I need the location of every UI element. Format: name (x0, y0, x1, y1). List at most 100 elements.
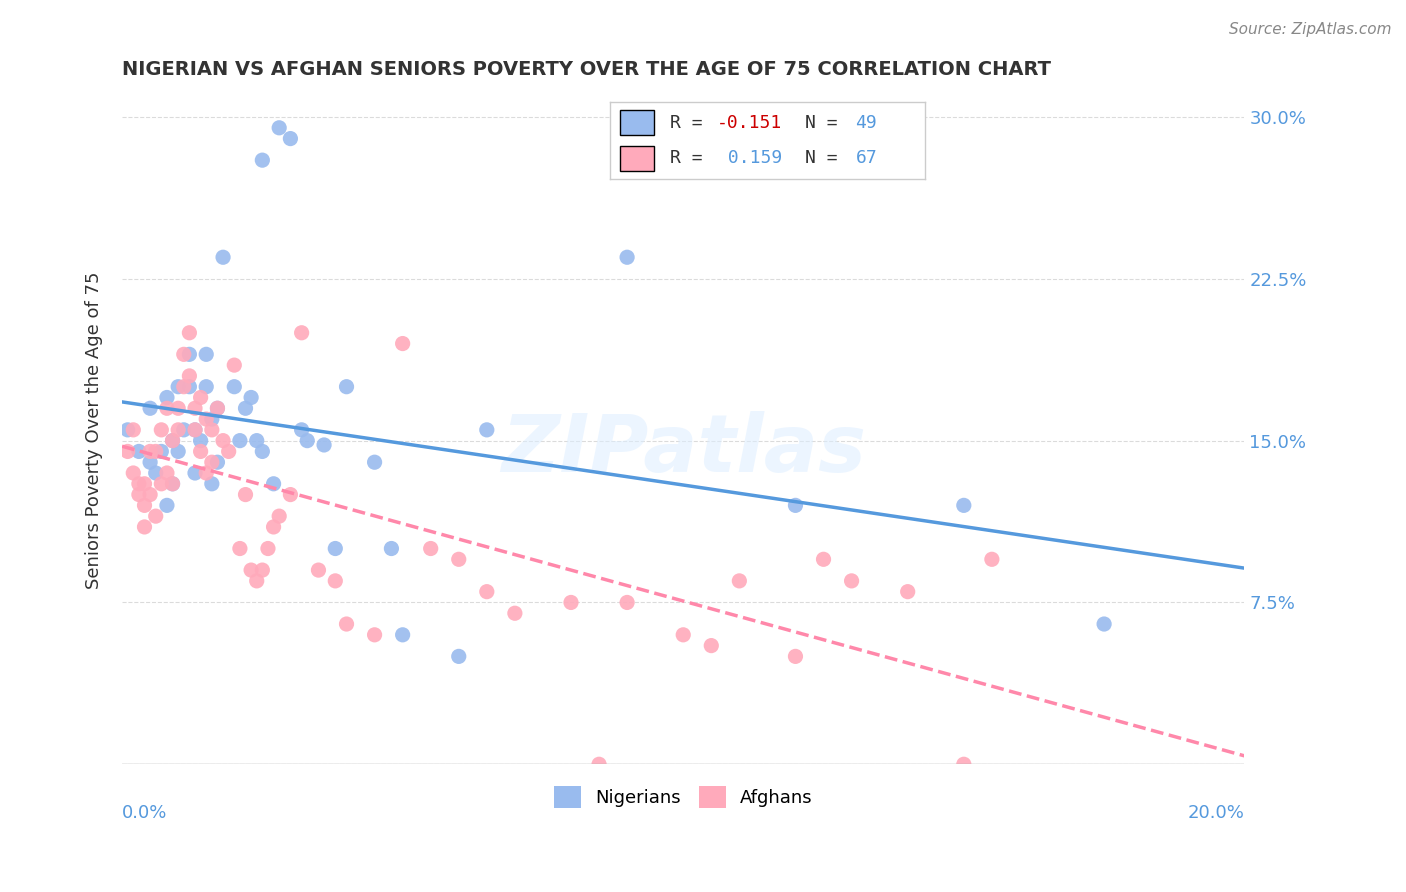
Point (263, 520, 285, 534)
Point (195, 412, 218, 426)
Point (134, 476, 156, 491)
Point (475, 423, 498, 437)
Point (235, 401, 257, 416)
Point (139, 401, 162, 416)
Point (173, 347, 195, 361)
Text: NIGERIAN VS AFGHAN SENIORS POVERTY OVER THE AGE OF 75 CORRELATION CHART: NIGERIAN VS AFGHAN SENIORS POVERTY OVER … (122, 60, 1052, 78)
Point (167, 444, 190, 458)
Point (190, 444, 212, 458)
Point (269, 509, 291, 524)
Point (897, 584, 920, 599)
Point (201, 476, 224, 491)
Point (212, 434, 235, 448)
Point (162, 476, 184, 491)
Point (252, 563, 274, 577)
Point (391, 336, 413, 351)
Point (297, 434, 319, 448)
Point (128, 476, 150, 491)
Point (179, 347, 201, 361)
Point (363, 628, 385, 642)
Text: ZIPatlas: ZIPatlas (501, 411, 866, 489)
Point (1092, 617, 1115, 632)
Point (560, 595, 582, 609)
Point (447, 649, 470, 664)
Point (257, 541, 280, 556)
Point (173, 423, 195, 437)
Point (308, 563, 330, 577)
Point (269, 120, 291, 135)
Point (156, 391, 179, 405)
Point (162, 476, 184, 491)
Point (128, 444, 150, 458)
Point (201, 455, 224, 469)
Point (235, 487, 257, 501)
Point (953, 757, 976, 772)
Point (184, 423, 207, 437)
Point (980, 552, 1002, 566)
Point (150, 476, 173, 491)
Point (380, 541, 402, 556)
Point (145, 509, 167, 524)
Point (201, 412, 224, 426)
Point (207, 455, 229, 469)
Point (167, 423, 190, 437)
Point (156, 466, 179, 480)
Point (263, 476, 285, 491)
Point (212, 250, 235, 264)
Point (280, 487, 302, 501)
Point (134, 520, 156, 534)
Point (616, 595, 638, 609)
Point (503, 606, 526, 620)
Point (122, 423, 145, 437)
Point (252, 444, 274, 458)
Y-axis label: Seniors Poverty Over the Age of 75: Seniors Poverty Over the Age of 75 (86, 271, 103, 589)
Point (184, 466, 207, 480)
Point (672, 628, 695, 642)
Point (139, 487, 162, 501)
Point (195, 380, 218, 394)
Point (728, 574, 751, 588)
Point (291, 423, 314, 437)
Point (145, 444, 167, 458)
Point (335, 380, 357, 394)
Point (139, 455, 162, 469)
Point (173, 380, 195, 394)
Point (145, 466, 167, 480)
Text: 20.0%: 20.0% (1188, 805, 1244, 822)
Point (167, 380, 190, 394)
Point (252, 153, 274, 168)
Point (953, 499, 976, 513)
Point (179, 368, 201, 383)
Point (156, 499, 179, 513)
Point (117, 423, 139, 437)
Point (240, 563, 263, 577)
Point (841, 574, 863, 588)
Point (588, 757, 610, 772)
Point (139, 444, 162, 458)
Point (229, 434, 252, 448)
Point (616, 250, 638, 264)
Point (240, 391, 263, 405)
Point (190, 434, 212, 448)
Point (201, 423, 224, 437)
Point (246, 434, 269, 448)
Point (246, 574, 269, 588)
Point (312, 438, 335, 452)
Point (184, 423, 207, 437)
Point (813, 552, 835, 566)
Point (190, 391, 212, 405)
Point (128, 487, 150, 501)
Point (207, 401, 229, 416)
Point (134, 499, 156, 513)
Point (167, 401, 190, 416)
Point (224, 358, 246, 372)
Point (162, 434, 184, 448)
Point (156, 401, 179, 416)
Point (195, 466, 218, 480)
Point (785, 499, 807, 513)
Point (179, 380, 201, 394)
Point (150, 423, 173, 437)
Point (122, 466, 145, 480)
Point (229, 541, 252, 556)
Point (419, 541, 441, 556)
